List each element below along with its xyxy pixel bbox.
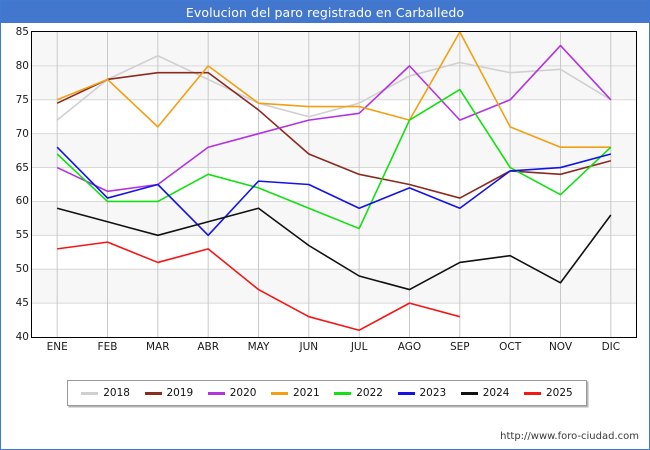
legend-item-label: 2021 bbox=[293, 387, 320, 399]
legend-swatch-icon bbox=[207, 391, 225, 395]
window-title-bar: Evolucion del paro registrado en Carball… bbox=[1, 1, 649, 23]
series-line-2024 bbox=[56, 207, 612, 291]
y-axis-tick-label: 65 bbox=[15, 161, 29, 174]
legend-item-2025[interactable]: 2025 bbox=[524, 387, 573, 399]
x-axis: ENE FEB MAR ABR MAY JUN JUL AGO SEP OCT NOV DIC bbox=[31, 341, 637, 357]
legend-item-2019[interactable]: 2019 bbox=[144, 387, 194, 399]
y-axis-tick-label: 70 bbox=[15, 127, 29, 140]
legend-item-label: 2019 bbox=[166, 387, 194, 399]
x-axis-tick-label-dic: DIC bbox=[601, 341, 621, 353]
x-axis-tick-label-nov: NOV bbox=[548, 341, 573, 353]
legend-swatch-icon bbox=[334, 391, 352, 395]
y-axis-tick-label: 45 bbox=[15, 297, 29, 310]
legend-item-2021[interactable]: 2021 bbox=[271, 387, 320, 399]
y-axis-tick-label: 50 bbox=[15, 263, 29, 276]
grid-band bbox=[32, 235, 636, 270]
series-line-2025 bbox=[57, 241, 461, 332]
x-axis-tick-label-abr: ABR bbox=[197, 341, 219, 353]
x-axis-tick-label-oct: OCT bbox=[499, 341, 522, 353]
legend-item-label: 2022 bbox=[356, 387, 383, 399]
legend-item-label: 2018 bbox=[103, 387, 130, 399]
x-axis-tick-label-sep: SEP bbox=[450, 341, 470, 353]
x-axis-tick-label-mar: MAR bbox=[146, 341, 170, 353]
x-axis-tick-label-ene: ENE bbox=[46, 341, 68, 353]
y-axis-tick-label: 85 bbox=[15, 26, 29, 38]
legend-swatch-icon bbox=[524, 391, 541, 395]
legend-item-2022[interactable]: 2022 bbox=[334, 387, 383, 399]
page-title: Evolucion del paro registrado en Carball… bbox=[185, 4, 465, 20]
legend-swatch-icon bbox=[81, 391, 99, 395]
legend-swatch-icon bbox=[397, 391, 415, 395]
series-line-2022 bbox=[56, 88, 612, 230]
legend-item-2020[interactable]: 2020 bbox=[207, 387, 257, 399]
y-axis-tick-label: 80 bbox=[15, 59, 29, 72]
legend-item-label: 2025 bbox=[546, 387, 573, 399]
x-axis-tick-label-feb: FEB bbox=[97, 341, 118, 353]
series-line-2018 bbox=[56, 54, 612, 121]
chart-lines-svg bbox=[32, 32, 636, 337]
x-axis-tick-label-jul: JUL bbox=[350, 341, 368, 353]
chart-legend: 2018 2019 2020 2021 2022 2023 2024 2025 bbox=[67, 380, 587, 406]
series-line-2023 bbox=[56, 146, 612, 237]
plot-area bbox=[31, 31, 637, 338]
x-axis-tick-label-jun: JUN bbox=[299, 341, 319, 353]
legend-swatch-icon bbox=[460, 391, 478, 395]
y-axis-tick-label: 60 bbox=[15, 195, 29, 208]
legend-item-label: 2024 bbox=[482, 387, 510, 399]
y-axis: 85 80 75 70 65 60 55 50 45 40 bbox=[1, 1, 29, 450]
y-axis-tick-label: 75 bbox=[15, 93, 29, 106]
legend-item-2018[interactable]: 2018 bbox=[81, 387, 130, 399]
source-url: http://www.foro-ciudad.com bbox=[500, 431, 639, 442]
legend-item-2024[interactable]: 2024 bbox=[460, 387, 510, 399]
y-axis-tick-label: 40 bbox=[15, 331, 29, 343]
legend-item-label: 2023 bbox=[419, 387, 447, 399]
legend-item-2023[interactable]: 2023 bbox=[397, 387, 447, 399]
legend-item-label: 2020 bbox=[229, 387, 257, 399]
grid-band bbox=[32, 303, 636, 337]
series-line-2021 bbox=[56, 32, 611, 149]
legend-swatch-icon bbox=[271, 391, 288, 395]
series-line-2020 bbox=[56, 44, 612, 193]
legend-swatch-icon bbox=[144, 391, 162, 395]
x-axis-tick-label-ago: AGO bbox=[397, 341, 422, 353]
y-axis-tick-label: 55 bbox=[15, 229, 29, 242]
x-axis-tick-label-may: MAY bbox=[247, 341, 270, 353]
